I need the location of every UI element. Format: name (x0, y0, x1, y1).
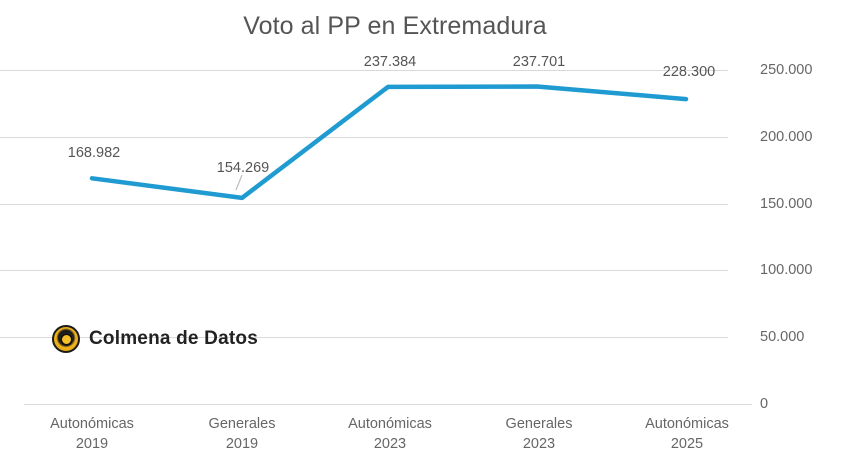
x-tick-election: Generales (505, 416, 573, 432)
gridline-100000 (0, 270, 728, 272)
x-tick-label: Autonómicas 2019 (12, 414, 172, 454)
gridline-50000 (0, 337, 728, 339)
y-tick-label: 50.000 (760, 329, 805, 346)
data-label: 168.982 (67, 145, 121, 161)
watermark-label: Colmena de Datos (89, 328, 258, 349)
y-tick-label: 0 (760, 396, 769, 412)
x-tick-year: 2025 (670, 436, 704, 452)
colmena-logo-icon (52, 325, 80, 353)
x-tick-election: Generales (208, 416, 276, 432)
gridline-200000 (0, 136, 728, 138)
y-tick-label: 100.000 (760, 262, 813, 279)
chart-title: Voto al PP en Extremadura (243, 12, 547, 40)
y-tick-label: 200.000 (760, 128, 813, 145)
x-tick-election: Autonómicas (645, 416, 729, 432)
x-tick-label: Generales 2019 (162, 414, 322, 454)
x-tick-label: Generales 2023 (459, 414, 619, 454)
x-tick-election: Autonómicas (50, 416, 134, 432)
x-tick-year: 2019 (225, 436, 259, 452)
y-tick-label: 250.000 (760, 62, 813, 78)
gridline-150000 (0, 203, 728, 205)
watermark: Colmena de Datos (52, 325, 258, 353)
x-tick-label: Autonómicas 2023 (310, 414, 470, 454)
x-axis-line (24, 404, 752, 405)
x-tick-year: 2019 (75, 436, 109, 452)
data-label: 237.701 (512, 54, 566, 70)
x-tick-label: Autonómicas 2025 (607, 414, 767, 454)
x-tick-election: Autonómicas (348, 416, 432, 432)
gridline-250000 (0, 70, 728, 71)
x-tick-year: 2023 (522, 436, 556, 452)
data-label: 154.269 (216, 160, 270, 176)
y-tick-label: 150.000 (760, 195, 813, 212)
data-label: 237.384 (363, 54, 417, 70)
data-label: 228.300 (662, 64, 716, 80)
x-tick-year: 2023 (373, 436, 407, 452)
